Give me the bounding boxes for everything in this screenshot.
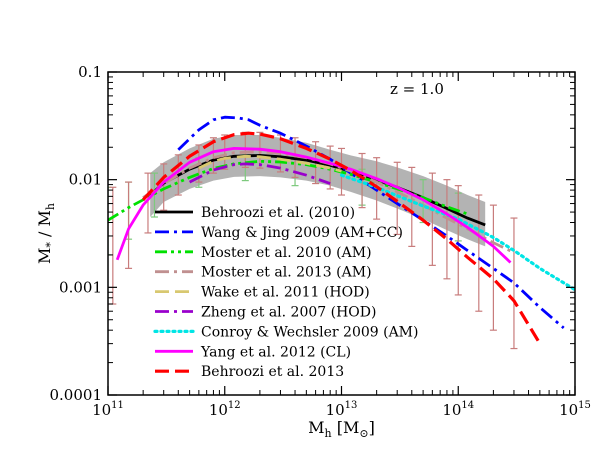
x-tick-label: 1015 [559, 400, 591, 419]
legend-entry: Zheng et al. 2007 (HOD) [155, 305, 376, 321]
series-line-1 [149, 153, 486, 227]
series-line-9 [141, 131, 542, 345]
legend-entry: Conroy & Wechsler 2009 (AM) [153, 324, 418, 340]
legend-entry: Wang & Jing 2009 (AM+CC) [155, 225, 403, 241]
legend-label: Moster et al. 2013 (AM) [201, 265, 372, 281]
x-tick-label: 1014 [442, 400, 474, 419]
legend-entry: Behroozi et al. (2010) [155, 205, 355, 221]
legend: Behroozi et al. (2010) Wang & Jing 2009 (… [153, 205, 418, 380]
legend-label: Conroy & Wechsler 2009 (AM) [201, 324, 418, 340]
series-line-5 [198, 154, 342, 173]
x-axis-label: Mh [M⊙] [308, 418, 375, 440]
x-tick-label: 1011 [92, 400, 124, 419]
error-bar-set [109, 131, 518, 350]
series-line-8 [115, 146, 512, 264]
series-line-3 [108, 159, 468, 222]
x-tick-label: 1013 [326, 400, 358, 419]
legend-entry: Yang et al. 2012 (CL) [155, 344, 351, 360]
series-line-2 [177, 115, 565, 329]
redshift-annotation: z = 1.0 [390, 80, 444, 98]
legend-entry: Moster et al. 2013 (AM) [155, 265, 372, 281]
series-line-7 [339, 173, 575, 292]
legend-label: Behroozi et al. (2010) [201, 205, 355, 221]
series-line-6 [188, 162, 331, 185]
legend-entry: Moster et al. 2010 (AM) [155, 245, 372, 261]
legend-label: Behroozi et al. 2013 [201, 364, 344, 380]
axis-ticks [107, 71, 576, 396]
legend-entry: Wake et al. 2011 (HOD) [155, 285, 370, 301]
legend-label: Wake et al. 2011 (HOD) [201, 285, 370, 301]
legend-label: Zheng et al. 2007 (HOD) [201, 305, 376, 321]
y-tick-label: 0.001 [59, 278, 102, 296]
legend-label: Yang et al. 2012 (CL) [200, 344, 351, 360]
plot-area [108, 115, 575, 350]
axis-tick-labels: 1011 1012 1013 1014 1015 0.0001 0.001 0.01 0.1 [50, 63, 591, 419]
x-tick-label: 1012 [209, 400, 241, 419]
legend-label: Wang & Jing 2009 (AM+CC) [201, 225, 403, 241]
legend-entry: Behroozi et al. 2013 [155, 364, 344, 380]
y-axis-label: M* / Mh [35, 203, 57, 264]
y-tick-label: 0.01 [69, 171, 102, 189]
y-tick-label: 0.1 [78, 63, 102, 81]
y-tick-label: 0.0001 [50, 386, 103, 404]
legend-label: Moster et al. 2010 (AM) [201, 245, 372, 261]
